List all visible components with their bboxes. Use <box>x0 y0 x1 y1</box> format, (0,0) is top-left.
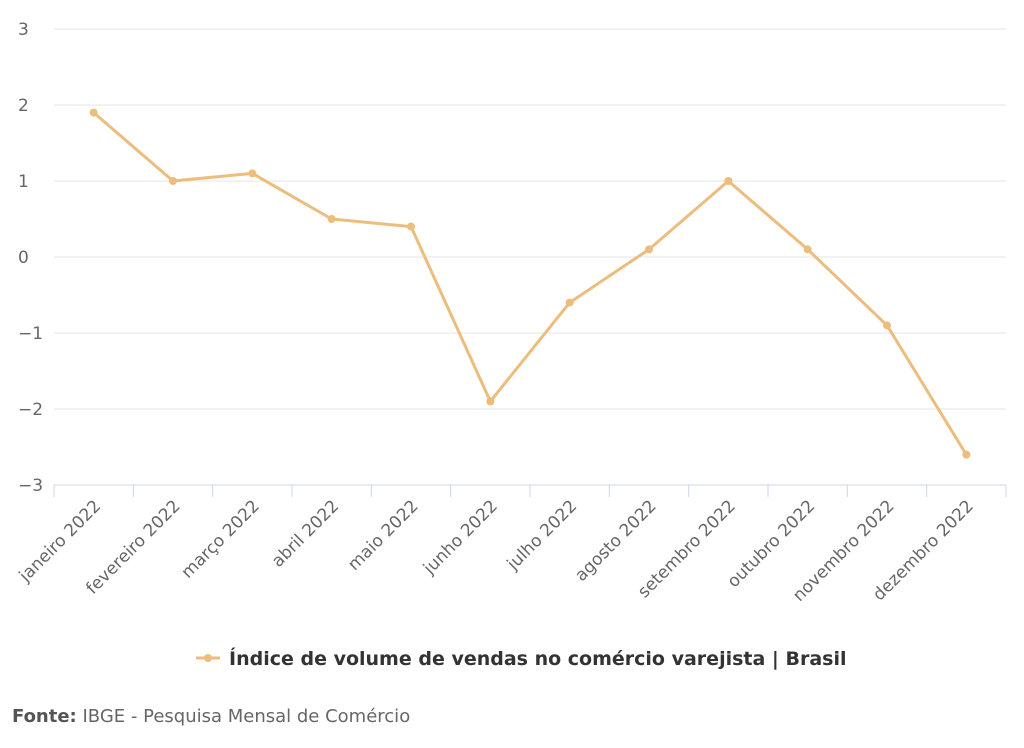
y-tick-label: 3 <box>18 20 29 40</box>
data-point[interactable] <box>724 177 733 185</box>
data-point[interactable] <box>169 177 177 185</box>
y-tick-label: −2 <box>18 400 43 420</box>
source-note: Fonte: IBGE - Pesquisa Mensal de Comérci… <box>12 706 410 727</box>
legend[interactable]: Índice de volume de vendas no comércio v… <box>196 647 846 670</box>
x-tick-label: março 2022 <box>178 496 264 582</box>
gridlines <box>54 28 1006 410</box>
source-text: IBGE - Pesquisa Mensal de Comércio <box>82 706 411 727</box>
series-layer <box>89 108 971 459</box>
data-point[interactable] <box>883 321 891 330</box>
y-tick-label: −1 <box>18 324 43 344</box>
x-tick-label: janeiro 2022 <box>15 496 105 586</box>
legend-marker <box>204 654 212 662</box>
data-point[interactable] <box>486 397 495 406</box>
source-label: Fonte: <box>12 706 77 727</box>
data-point[interactable] <box>645 245 653 254</box>
x-tick-label: junho 2022 <box>419 496 502 579</box>
legend-label: Índice de volume de vendas no comércio v… <box>229 647 846 670</box>
x-tick-label: agosto 2022 <box>571 496 660 585</box>
data-point[interactable] <box>89 108 98 117</box>
x-tick-label: maio 2022 <box>344 496 422 574</box>
x-tick-label: abril 2022 <box>268 496 343 571</box>
y-tick-label: 0 <box>18 248 29 268</box>
data-point[interactable] <box>962 450 971 459</box>
data-point[interactable] <box>248 169 257 178</box>
data-point[interactable] <box>803 245 812 254</box>
data-point[interactable] <box>407 222 415 231</box>
y-tick-label: −3 <box>18 476 43 496</box>
x-tick-label: julho 2022 <box>503 496 582 575</box>
y-tick-label: 2 <box>18 96 29 116</box>
series-line <box>92 111 968 457</box>
data-point[interactable] <box>565 298 574 307</box>
y-tick-label: 1 <box>18 172 29 192</box>
y-axis: 3 2 1 0 −1 −2 −3 <box>18 20 43 496</box>
data-point[interactable] <box>327 215 336 223</box>
